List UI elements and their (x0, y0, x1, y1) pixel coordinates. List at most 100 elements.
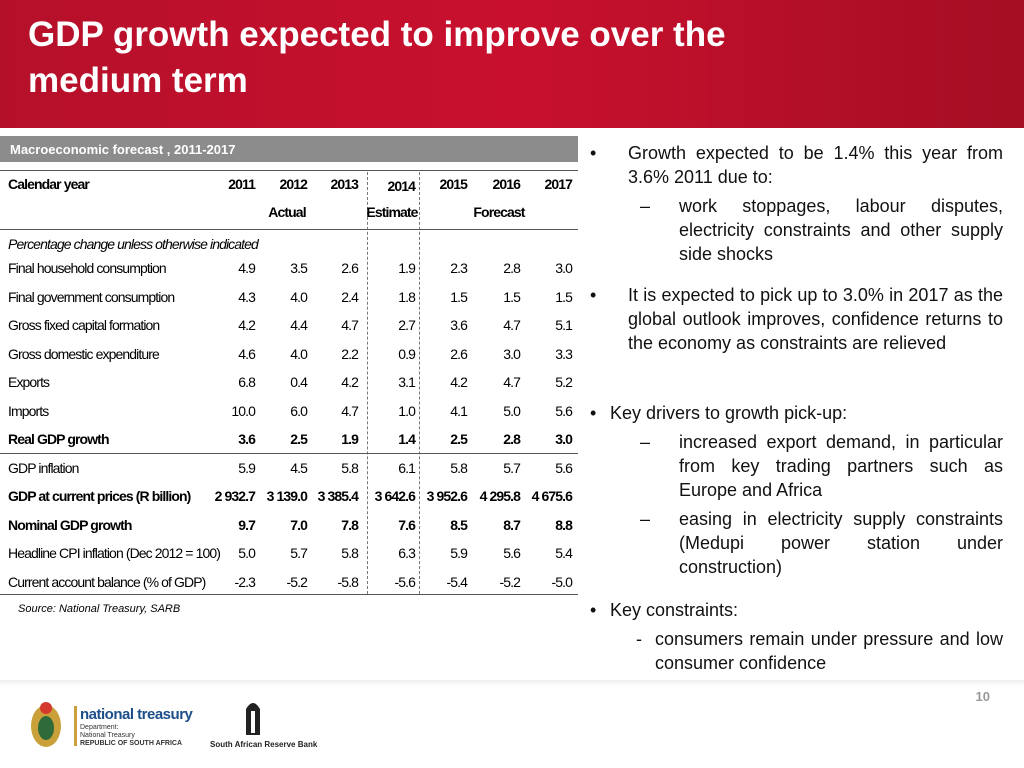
cell: 4.7 (341, 402, 359, 419)
row-label: Real GDP growth (8, 431, 109, 447)
cell: 2.3 (450, 260, 468, 276)
cell: 6.3 (398, 545, 416, 561)
cell: 5.7 (503, 459, 521, 476)
cell: 3.5 (290, 260, 308, 276)
sub-item: easing in electricity supply constraints… (679, 509, 1003, 577)
cell: 4.6 (238, 345, 256, 362)
cell: -5.2 (499, 573, 520, 590)
sub-item: increased export demand, in particular f… (679, 432, 1003, 500)
bullet-text: Key drivers to growth pick-up: (610, 403, 848, 423)
row-label: Imports (8, 402, 49, 419)
cell: 4.7 (503, 374, 521, 390)
cell: 5.7 (290, 545, 308, 561)
cell: -5.2 (286, 573, 307, 590)
cell: 2 932.7 (214, 488, 256, 504)
cell: 1.4 (398, 431, 416, 447)
bullet-text: Key constraints: (610, 600, 739, 620)
cell: -5.6 (394, 573, 415, 590)
cell: 4.0 (290, 345, 308, 362)
row-label: GDP inflation (8, 459, 79, 476)
cell: 6.1 (398, 459, 416, 476)
cell: 3 642.6 (374, 488, 416, 504)
cell: 5.0 (503, 402, 521, 419)
cell: 3 139.0 (266, 488, 308, 504)
cell: 5.6 (555, 459, 573, 476)
cell: 8.8 (555, 516, 573, 533)
sub-marker: - (636, 629, 642, 649)
cell: 5.9 (450, 545, 468, 561)
cell: 1.5 (503, 288, 521, 305)
page-number: 10 (975, 689, 990, 704)
cell: 2.2 (341, 345, 359, 362)
cell: 7.0 (290, 516, 308, 533)
cell: 4.0 (290, 288, 308, 305)
cell: 4.2 (341, 374, 359, 390)
cell: 3.0 (555, 260, 573, 276)
cell: 2.6 (450, 345, 468, 362)
cell: 0.9 (398, 345, 416, 362)
cell: 9.7 (238, 516, 256, 533)
cell: 2.7 (398, 317, 416, 333)
column-header: 2012 (279, 176, 307, 192)
table-caption: Macroeconomic forecast , 2011-2017 (0, 136, 578, 162)
cell: 1.5 (555, 288, 573, 305)
cell: 1.5 (450, 288, 468, 305)
footer (0, 680, 1024, 768)
column-header: 2013 (330, 176, 358, 192)
group-label: Estimate (366, 204, 418, 220)
cell: 0.4 (290, 374, 308, 390)
cell: 5.2 (555, 374, 573, 390)
col-divider (419, 172, 420, 594)
row-label: Gross domestic expenditure (8, 345, 160, 362)
sarb-text: South African Reserve Bank (210, 740, 318, 749)
cell: 5.4 (555, 545, 573, 561)
source: Source: National Treasury, SARB (18, 603, 181, 615)
rule (0, 229, 578, 230)
cell: 2.4 (341, 288, 359, 305)
cell: 3.6 (238, 431, 256, 447)
sub-marker: – (640, 432, 651, 452)
coat-of-arms (31, 702, 61, 747)
row-label: Nominal GDP growth (8, 516, 132, 533)
column-header: 2015 (439, 176, 467, 192)
cell: -2.3 (234, 573, 255, 590)
sarb-logo (246, 703, 260, 735)
cell: 2.5 (290, 431, 308, 447)
col-divider (367, 172, 368, 594)
cell: 6.8 (238, 374, 256, 390)
cell: 4.1 (450, 402, 468, 419)
row-label: Gross fixed capital formation (8, 317, 160, 333)
bullet-marker: • (590, 600, 597, 620)
cell: 4.3 (238, 288, 256, 305)
cell: 4.4 (290, 317, 308, 333)
cell: 5.0 (238, 545, 256, 561)
column-header: Calendar year (8, 176, 90, 192)
cell: 5.9 (238, 459, 256, 476)
group-label: Actual (268, 204, 306, 220)
row-label: GDP at current prices (R billion) (8, 488, 191, 504)
column-header: 2017 (544, 176, 572, 192)
bullet-marker: • (590, 403, 597, 423)
logo-subline: National Treasury (80, 732, 135, 739)
row-label: Headline CPI inflation (Dec 2012 = 100) (8, 545, 221, 561)
cell: 3 952.6 (426, 488, 468, 504)
cell: 2.8 (503, 431, 521, 447)
row-label: Final household consumption (8, 260, 167, 276)
logo-subtext: Department: National Treasury REPUBLIC OF … (80, 724, 182, 748)
cell: 4 675.6 (531, 488, 573, 504)
cell: 3.3 (555, 345, 573, 362)
cell: 1.0 (398, 402, 416, 419)
cell: 1.9 (398, 260, 416, 276)
cell: 3.1 (398, 374, 416, 390)
cell: 4.5 (290, 459, 308, 476)
rule (0, 594, 578, 595)
column-header: 2014 (387, 178, 415, 194)
header-bar (0, 0, 1024, 128)
sub-marker: – (640, 509, 651, 529)
title: GDP growth expected to improve over the … (28, 15, 726, 100)
cell: 3.0 (555, 431, 573, 447)
cell: 4.7 (341, 317, 359, 333)
cell: 6.0 (290, 402, 308, 419)
group-label: Forecast (473, 204, 525, 220)
